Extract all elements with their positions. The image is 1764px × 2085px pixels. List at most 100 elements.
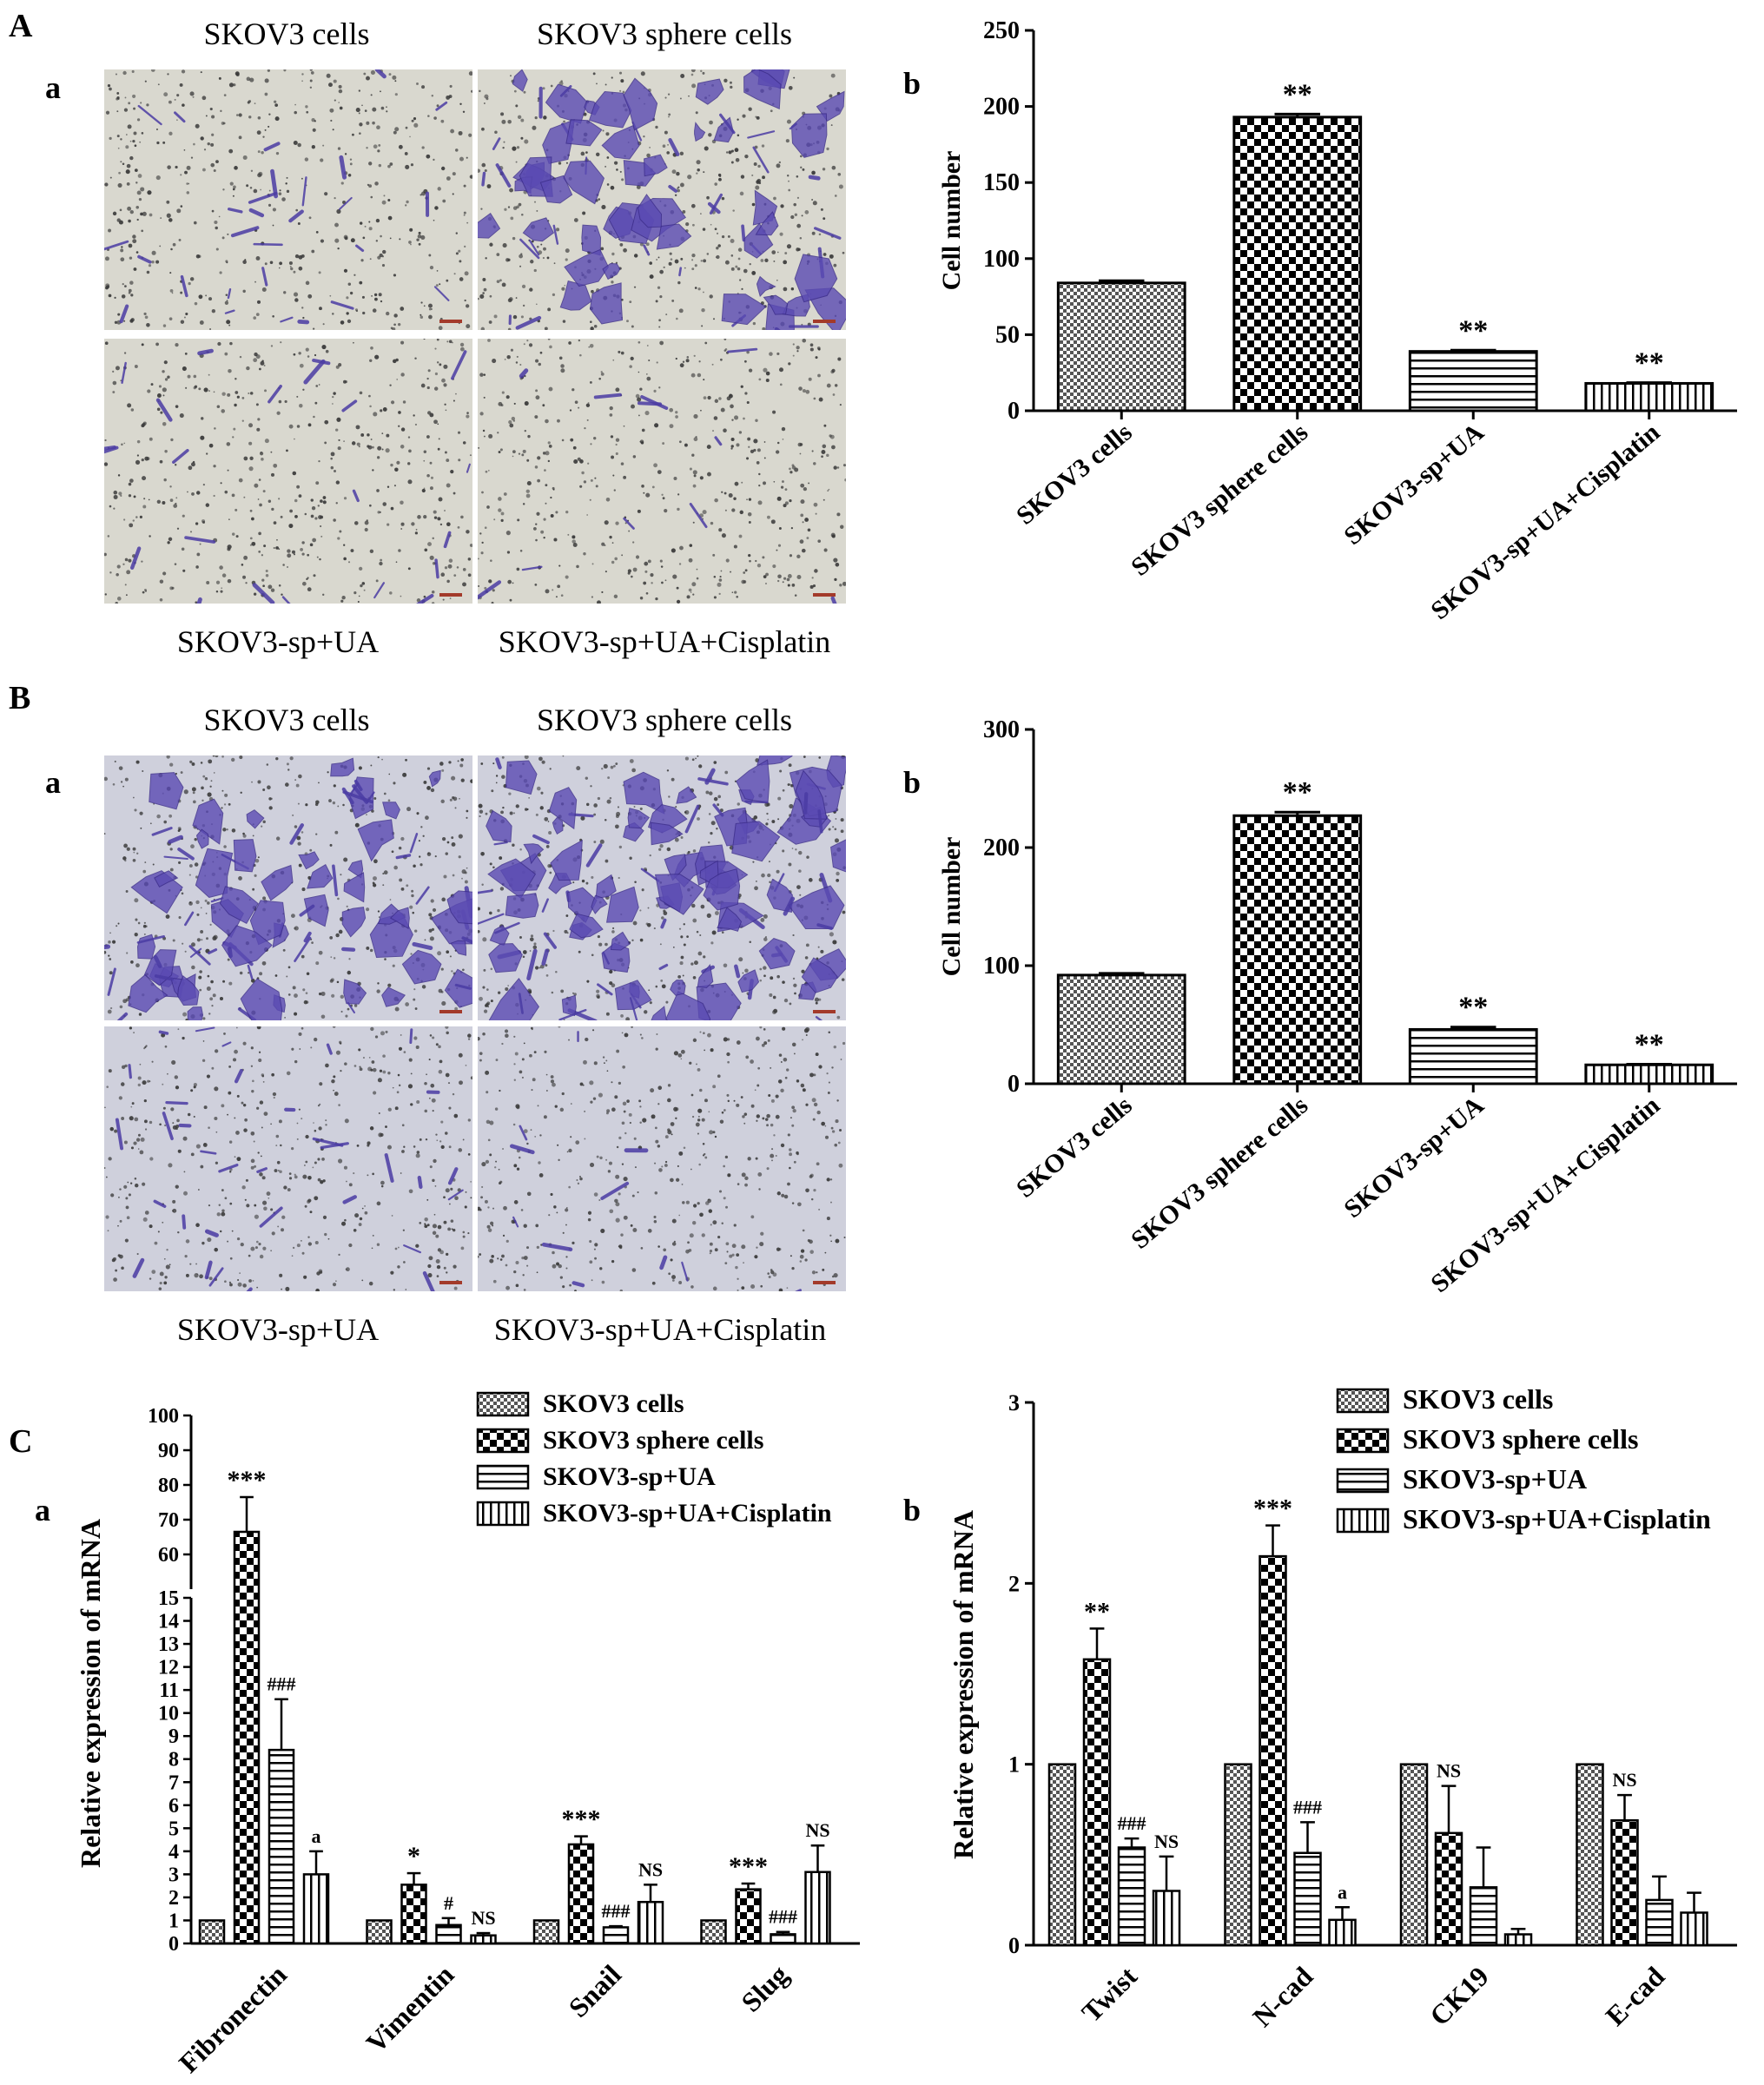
significance-label: NS	[1437, 1760, 1461, 1782]
bar	[1610, 1819, 1639, 1947]
y-tick-label: 150	[983, 169, 1020, 196]
bar	[1680, 1911, 1708, 1947]
y-tick-label: 10	[158, 1703, 179, 1725]
significance-label: **	[1635, 1029, 1664, 1061]
chart-C-a-mrna-expression: 012345678910111213141560708090100Relativ…	[75, 1389, 860, 2079]
bar	[1224, 1763, 1252, 1947]
micrograph-B-sphere-cells	[478, 755, 846, 1020]
sublabel-C-a: a	[35, 1493, 50, 1527]
caption-A-4: SKOV3-sp+UA+Cisplatin	[498, 624, 831, 659]
pore-dots	[478, 339, 846, 604]
bar	[1584, 381, 1714, 412]
category-label: SKOV3 cells	[1011, 418, 1138, 531]
y-tick-label: 250	[983, 17, 1020, 44]
bar	[233, 1530, 261, 1945]
stained-cells	[478, 69, 846, 330]
legend-swatch	[1336, 1388, 1390, 1414]
bar	[1584, 1063, 1714, 1085]
bar	[1503, 1933, 1533, 1947]
micrograph-A-skov3-cells	[104, 69, 472, 330]
caption-B-4: SKOV3-sp+UA+Cisplatin	[493, 1312, 827, 1347]
significance-label: ###	[769, 1906, 797, 1928]
significance-label: ###	[602, 1900, 631, 1922]
bar	[1232, 814, 1363, 1085]
micrograph-A-sp-ua	[104, 339, 472, 604]
bar	[1576, 1763, 1604, 1947]
bar	[1408, 1027, 1538, 1085]
category-label: SKOV3-sp+UA	[1338, 418, 1490, 551]
significance-label: ###	[1293, 1796, 1322, 1818]
legend-swatch	[476, 1428, 530, 1454]
y-tick-label: 5	[168, 1818, 179, 1840]
stained-cells	[478, 347, 837, 604]
category-label: Snail	[562, 1958, 627, 2023]
category-label: SKOV3 cells	[1011, 1091, 1138, 1204]
caption-A-3: SKOV3-sp+UA	[176, 624, 380, 659]
bar	[1117, 1846, 1146, 1947]
legend-entry: SKOV3-sp+UA	[543, 1462, 716, 1491]
y-tick-label: 50	[995, 321, 1020, 348]
caption-A-1: SKOV3 cells	[203, 16, 370, 51]
pore-dots	[104, 1026, 472, 1291]
category-label: SKOV3 sphere cells	[1126, 1091, 1313, 1255]
sublabel-A-a: a	[45, 70, 61, 105]
category-label: SKOV3-sp+UA	[1338, 1091, 1490, 1224]
y-tick-label: 0	[1008, 1071, 1020, 1098]
legend: SKOV3 cells SKOV3 sphere cells SKOV3-sp+UA…	[1336, 1383, 1711, 1534]
stained-cells	[104, 757, 472, 1020]
category-label: CK19	[1424, 1960, 1495, 2031]
bar	[1056, 973, 1186, 1085]
y-tick-label: 15	[158, 1587, 179, 1610]
category-label: E-cad	[1599, 1960, 1670, 2031]
bar	[1328, 1918, 1357, 1947]
category-label: N-cad	[1246, 1960, 1318, 2032]
caption-A-2: SKOV3 sphere cells	[537, 16, 792, 51]
bar	[700, 1919, 727, 1945]
panel-letter-B: B	[9, 680, 31, 716]
bar	[470, 1934, 497, 1945]
stained-cells	[104, 69, 450, 325]
y-axis-label: Cell number	[937, 151, 966, 291]
y-tick-label: 0	[168, 1933, 179, 1956]
bar	[567, 1843, 595, 1945]
bar	[602, 1926, 630, 1945]
bar	[1152, 1890, 1181, 1947]
bar	[804, 1871, 831, 1945]
legend-entry: SKOV3-sp+UA	[1403, 1463, 1587, 1494]
legend-swatch	[1336, 1508, 1390, 1534]
y-tick-label: 100	[983, 246, 1020, 273]
bar	[366, 1919, 393, 1945]
y-tick-label: 13	[158, 1633, 179, 1656]
significance-label: ###	[268, 1673, 296, 1695]
bar	[735, 1888, 762, 1945]
category-label: Twist	[1075, 1960, 1143, 2028]
y-tick-label: 1	[168, 1910, 179, 1932]
significance-label: NS	[1154, 1831, 1179, 1852]
micrograph-B-skov3-cells	[104, 755, 472, 1020]
stained-cells	[104, 348, 471, 604]
y-tick-label: 100	[148, 1405, 179, 1428]
bar	[1056, 281, 1186, 412]
legend-swatch	[1336, 1428, 1390, 1454]
y-tick-label: 3	[168, 1864, 179, 1886]
panel-letter-C: C	[9, 1423, 33, 1460]
significance-label: ***	[228, 1466, 267, 1494]
category-label: Vimentin	[360, 1958, 459, 2058]
bar	[1259, 1554, 1287, 1947]
caption-B-1: SKOV3 cells	[203, 703, 370, 737]
legend-swatch	[1336, 1468, 1390, 1494]
y-tick-label: 3	[1008, 1390, 1020, 1415]
bar	[637, 1900, 664, 1945]
bar	[400, 1884, 427, 1945]
bar	[770, 1933, 796, 1945]
bar	[268, 1748, 295, 1945]
significance-label: **	[1635, 347, 1664, 379]
legend-entry: SKOV3-sp+UA+Cisplatin	[1403, 1503, 1711, 1534]
chart-A-b-cell-number: 0 50 100 150 200 250 Cell number SKOV3 cells ** S…	[937, 17, 1737, 625]
caption-B-2: SKOV3 sphere cells	[537, 703, 792, 737]
bar	[1469, 1886, 1498, 1947]
pore-dots	[478, 69, 845, 330]
stained-cells	[510, 1031, 802, 1291]
legend-swatch	[476, 1391, 530, 1417]
y-tick-label: 80	[158, 1475, 179, 1497]
